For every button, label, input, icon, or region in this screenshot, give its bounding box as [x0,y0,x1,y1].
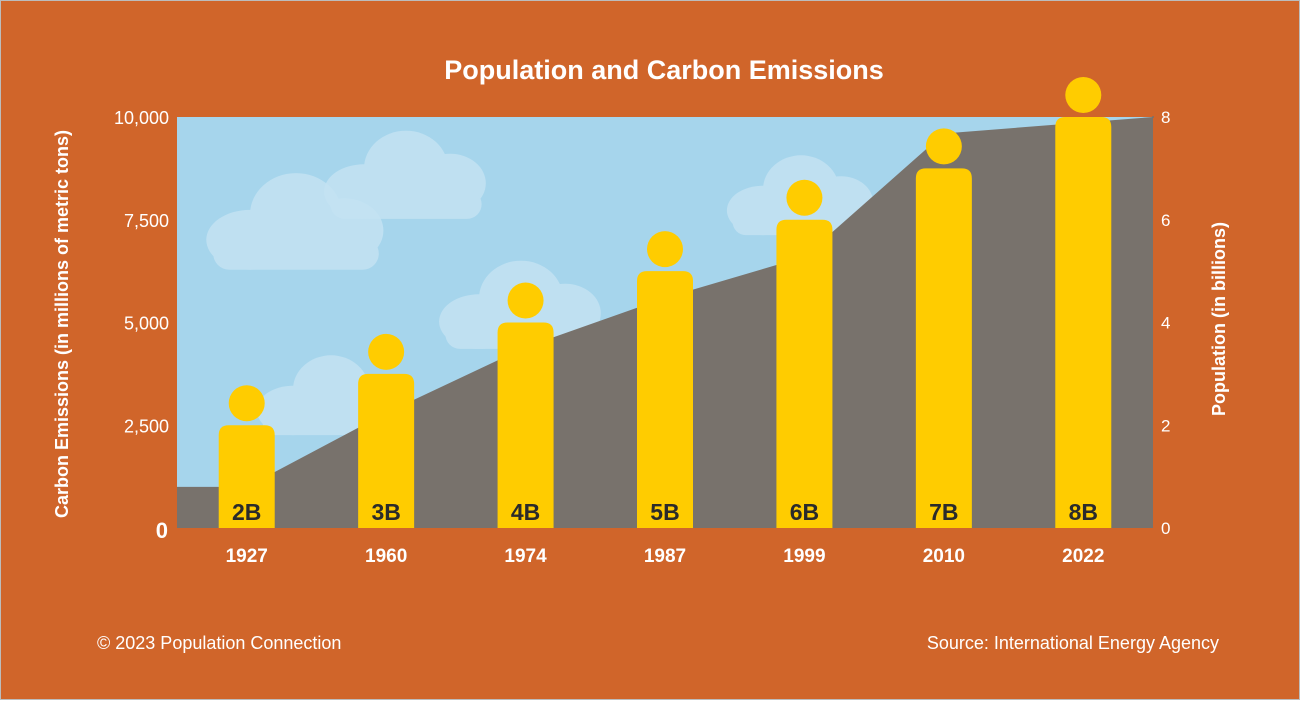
left-axis-ticks: 0 2,500 5,000 7,500 10,000 [114,108,169,543]
bar-head [368,333,405,370]
left-tick-label: 7,500 [124,211,169,231]
bar-value-label: 3B [371,499,400,525]
left-tick-label: 2,500 [124,416,169,436]
right-axis-ticks: 0 2 4 6 8 [1161,108,1170,538]
bar-value-label: 7B [929,499,958,525]
bar-head [925,128,962,165]
bar-body [497,322,554,528]
x-tick-label: 1987 [644,546,686,567]
population-bar: 5B [637,231,693,528]
population-bar: 3B [358,333,415,528]
right-tick-label: 0 [1161,519,1170,538]
bar-head [647,231,683,268]
bar-body [1055,117,1112,528]
population-bar: 2B [218,385,275,528]
population-bar: 4B [497,282,554,528]
chart-title: Population and Carbon Emissions [444,55,884,85]
left-tick-label: 0 [156,518,168,543]
right-tick-label: 8 [1161,108,1170,127]
bar-body [637,271,693,528]
bar-head [1065,77,1102,113]
x-axis-ticks: 1927 1960 1974 1987 1999 2010 2022 [226,546,1105,567]
right-tick-label: 2 [1161,416,1170,435]
bar-value-label: 2B [232,499,261,525]
bar-body [915,168,972,528]
bar-value-label: 5B [650,499,679,525]
x-tick-label: 2010 [923,546,965,567]
cloud-icon [206,173,384,270]
copyright-text: © 2023 Population Connection [97,633,342,653]
left-axis-title: Carbon Emissions (in millions of metric … [52,130,72,518]
right-tick-label: 6 [1161,211,1170,230]
bar-body [776,219,833,528]
right-tick-label: 4 [1161,314,1170,333]
left-tick-label: 5,000 [124,314,169,334]
x-tick-label: 2022 [1062,546,1104,567]
left-tick-label: 10,000 [114,108,169,128]
population-bar: 7B [915,128,972,528]
bar-head [507,282,544,319]
x-tick-label: 1974 [504,546,547,567]
population-bars-layer: 2B 3B 4B 5B 6B 7B 8B [218,77,1112,528]
bar-head [786,179,823,216]
bar-head [228,385,265,422]
bar-value-label: 4B [511,499,540,525]
population-bar: 6B [776,179,833,528]
population-bar: 8B [1055,77,1112,528]
bar-body [218,425,275,528]
bar-value-label: 8B [1069,499,1098,525]
x-tick-label: 1960 [365,546,407,567]
x-tick-label: 1927 [226,546,268,567]
emissions-point [1152,116,1154,118]
x-tick-label: 1999 [783,546,825,567]
cloud-icon [324,130,486,219]
bar-value-label: 6B [790,499,819,525]
right-axis-title: Population (in billions) [1209,222,1229,416]
source-text: Source: International Energy Agency [926,633,1219,653]
bar-body [358,373,415,528]
